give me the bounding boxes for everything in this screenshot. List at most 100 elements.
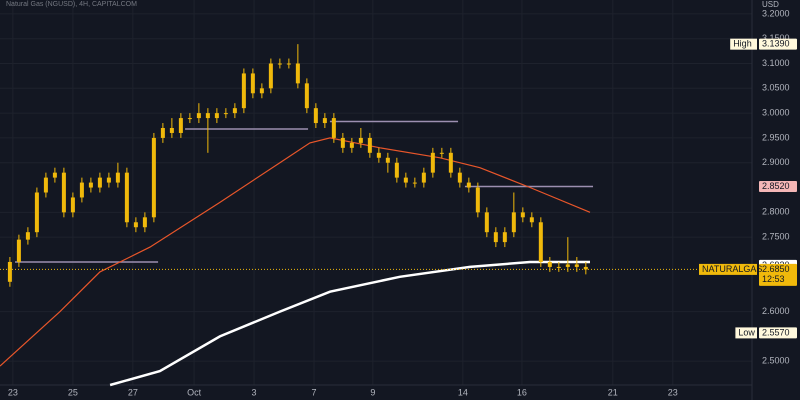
candle-body [565,264,570,267]
price-name-box [735,327,757,339]
candle-body [394,162,399,178]
candle-body [313,108,318,124]
candle-body [340,137,345,148]
price-name-box [730,38,757,50]
candle-body [250,73,255,94]
candle-body [367,137,372,153]
price-label-box [759,181,797,193]
y-tick-label: 2.5000 [762,356,790,366]
price-name: NATURALGAS [702,264,762,274]
candle-body [61,172,66,213]
candle-body [16,239,21,262]
x-tick-label: 9 [370,387,375,397]
candle-body [322,118,327,124]
candle-body [412,182,417,184]
candle-body [421,172,426,183]
candle-body [241,73,246,109]
candle-body [7,261,12,282]
price-label: 2.5570 [762,327,790,337]
candle-body [511,212,516,233]
candle-body [142,217,147,228]
candle-body [232,108,237,114]
price-label-box [759,327,797,339]
candle-body [376,152,381,158]
candle-body [403,177,408,183]
candle-body [430,152,435,173]
candle-body [88,182,93,188]
axis-unit: USD [762,0,779,9]
candle-body [79,182,84,198]
y-tick-label: 3.1000 [762,58,790,68]
candle-body [448,152,453,173]
price-label-box [759,38,797,50]
candle-body [223,113,228,115]
candle-body [493,232,498,243]
x-tick-label: 16 [517,387,527,397]
candle-body [349,142,354,148]
candle-body [583,266,588,270]
x-tick-label: 21 [608,387,618,397]
y-tick-label: 2.9000 [762,157,790,167]
candle-body [466,182,471,188]
candle-body [484,212,489,233]
candle-body [214,113,219,119]
candle-body [538,222,543,262]
candle-body [43,177,48,193]
x-tick-label: 23 [8,387,18,397]
y-tick-label: 3.0000 [762,107,790,117]
candle-body [25,232,30,240]
candle-body [358,137,363,143]
candle-body [196,113,201,119]
x-tick-label: 27 [128,387,138,397]
x-tick-label: Oct [187,387,202,397]
y-tick-label: 3.2000 [762,8,790,18]
chart-title: Natural Gas (NGUSD), 4H, CAPITALCOM [6,1,137,8]
candle-body [547,261,552,267]
candle-body [277,63,282,65]
plot-layer [0,0,752,385]
candle-body [187,118,192,120]
y-tick-label: 2.9500 [762,132,790,142]
x-tick-label: 14 [458,387,468,397]
candle-body [385,157,390,163]
candle-body [268,63,273,89]
y-tick-label: 2.7500 [762,232,790,242]
candle-body [304,83,309,109]
candle-body [178,118,183,133]
x-tick-label: 3 [252,387,257,397]
candle-body [70,197,75,213]
x-tick-label: 7 [312,387,317,397]
price-name-box [699,263,757,275]
ma-line [109,260,590,387]
candle-body [295,63,300,84]
candle-body [520,212,525,218]
y-tick-label: 2.8000 [762,207,790,217]
candle-body [439,152,444,154]
candle-body [475,187,480,213]
price-label: 2.6850 [762,264,790,274]
candle-body [286,63,291,65]
candle-body [574,264,579,267]
candle-body [529,217,534,223]
candle-body [133,222,138,228]
price-name: High [733,39,752,49]
candle-body [502,232,507,243]
candle-body [556,266,561,268]
price-name: Low [738,327,755,337]
y-tick-label: 2.6000 [762,306,790,316]
candle-body [169,128,174,133]
candle-body [160,128,165,138]
price-label: 2.8520 [762,181,790,191]
x-tick-label: 25 [68,387,78,397]
candle-body [52,172,57,178]
candle-body [124,172,129,223]
price-label: 3.1390 [762,39,790,49]
candle-body [205,113,210,119]
candle-body [106,177,111,183]
x-tick-label: 23 [668,387,678,397]
candle-body [34,192,39,233]
candle-body [331,118,336,138]
y-tick-label: 3.1500 [762,33,790,43]
